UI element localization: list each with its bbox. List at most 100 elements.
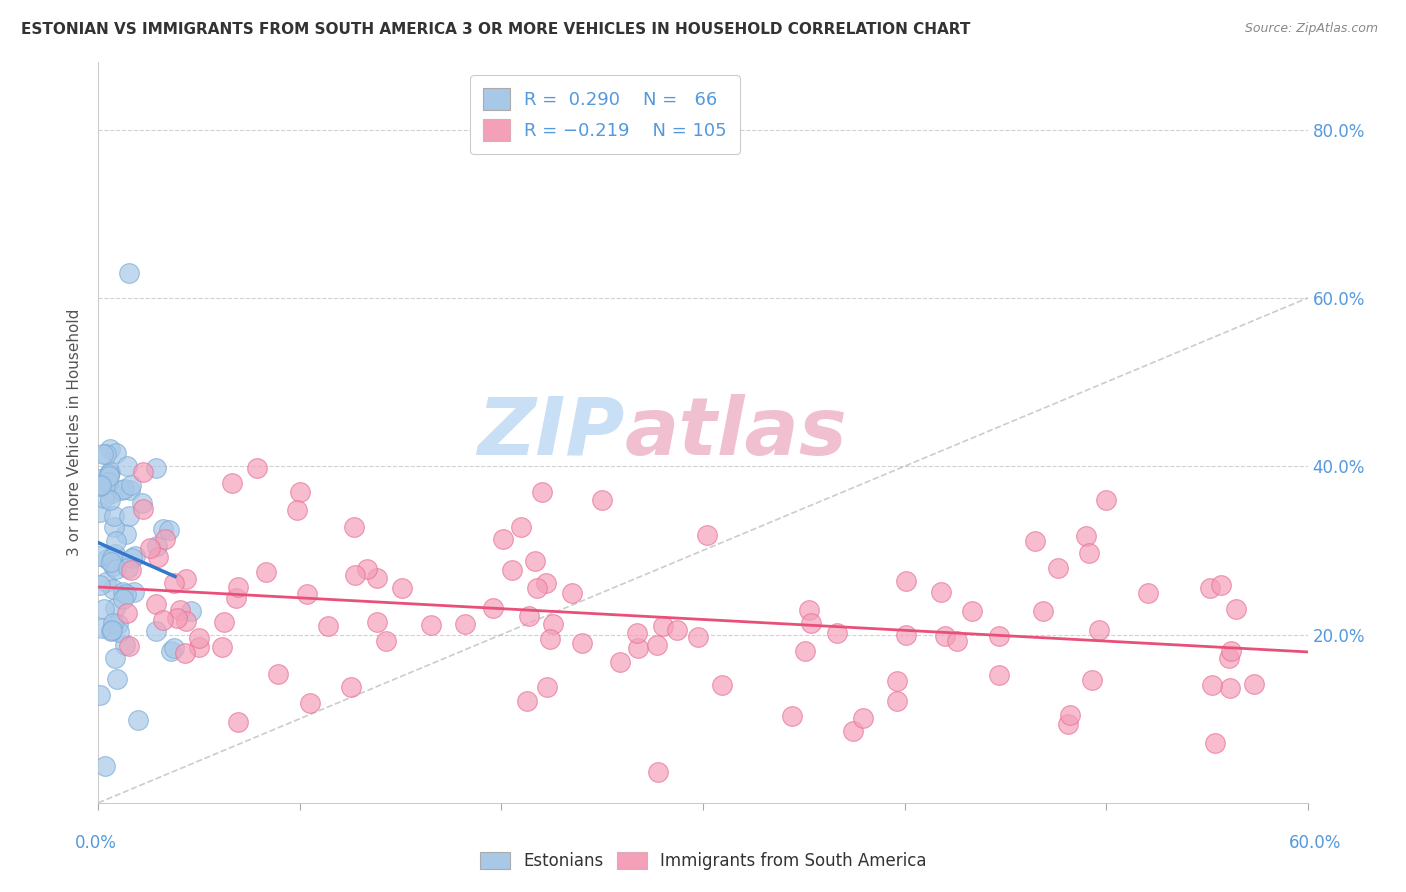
Point (103, 520, 125, 534)
Point (131, 496, 153, 510)
Point (627, 640, 650, 655)
Point (160, 644, 183, 658)
Point (226, 714, 249, 729)
Point (501, 563, 523, 577)
Point (799, 603, 821, 617)
Point (516, 694, 538, 708)
Point (174, 572, 197, 586)
Point (110, 483, 132, 498)
Point (534, 575, 557, 590)
Point (561, 586, 583, 600)
Text: ESTONIAN VS IMMIGRANTS FROM SOUTH AMERICA 3 OR MORE VEHICLES IN HOUSEHOLD CORREL: ESTONIAN VS IMMIGRANTS FROM SOUTH AMERIC… (21, 22, 970, 37)
Point (1198, 581, 1220, 595)
Point (647, 764, 669, 779)
Point (894, 628, 917, 642)
Point (366, 615, 388, 630)
Point (343, 567, 366, 582)
Point (124, 549, 146, 564)
Point (526, 581, 548, 595)
Point (299, 696, 322, 710)
Point (101, 623, 124, 637)
Point (1219, 644, 1241, 658)
Legend: R =  0.290    N =   66, R = −0.219    N = 105: R = 0.290 N = 66, R = −0.219 N = 105 (470, 75, 740, 153)
Point (112, 482, 135, 496)
Point (793, 643, 815, 657)
Point (105, 562, 128, 576)
Text: Source: ZipAtlas.com: Source: ZipAtlas.com (1244, 22, 1378, 36)
Point (987, 668, 1010, 682)
Point (886, 694, 908, 708)
Point (117, 561, 139, 575)
Point (180, 604, 202, 618)
Point (127, 713, 149, 727)
Point (111, 585, 134, 599)
Point (1095, 492, 1118, 507)
Point (960, 604, 983, 618)
Point (89, 549, 111, 563)
Point (530, 484, 553, 499)
Point (1137, 586, 1160, 600)
Point (188, 631, 211, 645)
Point (155, 533, 177, 547)
Point (651, 619, 673, 633)
Point (90, 478, 112, 492)
Point (94, 759, 117, 773)
Point (356, 562, 378, 576)
Point (1059, 708, 1081, 723)
Point (115, 527, 138, 541)
Point (288, 484, 311, 499)
Text: ZIP: ZIP (477, 393, 624, 472)
Point (780, 709, 803, 723)
Point (419, 617, 441, 632)
Point (221, 475, 243, 490)
Point (105, 446, 128, 460)
Legend: Estonians, Immigrants from South America: Estonians, Immigrants from South America (472, 845, 934, 877)
Text: 0.0%: 0.0% (75, 834, 117, 852)
Point (886, 674, 908, 689)
Point (187, 640, 209, 654)
Point (391, 581, 413, 595)
Point (96, 552, 118, 566)
Point (89, 471, 111, 485)
Point (93, 602, 115, 616)
Point (538, 632, 561, 646)
Point (666, 623, 689, 637)
Point (157, 523, 180, 537)
Point (100, 551, 122, 566)
Point (1201, 678, 1223, 692)
Point (89, 505, 111, 519)
Point (176, 615, 198, 629)
Point (1225, 602, 1247, 616)
Point (139, 541, 162, 556)
Point (148, 550, 170, 565)
Point (852, 710, 875, 724)
Point (340, 680, 363, 694)
Point (591, 492, 613, 507)
Point (89, 689, 111, 703)
Point (104, 601, 127, 615)
Point (101, 486, 124, 500)
Point (152, 613, 174, 627)
Point (1209, 578, 1232, 592)
Point (647, 638, 669, 652)
Point (111, 592, 134, 607)
Point (163, 576, 186, 591)
Point (98, 442, 121, 456)
Point (1243, 677, 1265, 691)
Point (686, 630, 709, 644)
Point (1046, 561, 1069, 575)
Point (108, 624, 131, 639)
Point (132, 465, 155, 479)
Point (1078, 546, 1101, 560)
Point (97, 468, 120, 483)
Point (98, 493, 121, 508)
Point (98, 467, 121, 482)
Point (103, 615, 125, 630)
Point (1219, 681, 1241, 695)
Point (934, 630, 956, 644)
Point (91, 447, 114, 461)
Point (482, 601, 505, 615)
Point (541, 617, 564, 632)
Point (1218, 651, 1240, 665)
Point (842, 723, 865, 738)
